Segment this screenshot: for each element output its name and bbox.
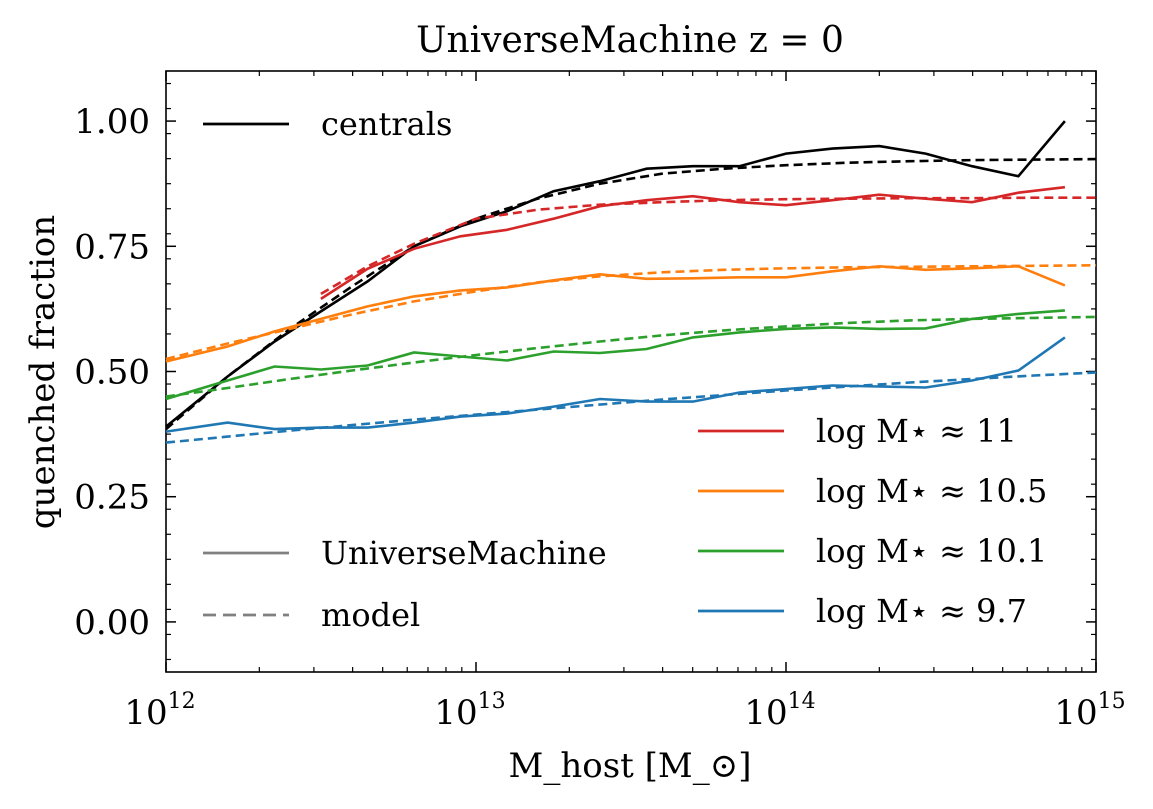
legend-label: log M⋆ ≈ 10.1 (816, 532, 1047, 570)
legend-label: log M⋆ ≈ 10.5 (816, 472, 1047, 510)
series-log-m-11-universemachine (320, 185, 1066, 300)
legend-item-mass-3: log M⋆ ≈ 9.7 (698, 592, 1027, 630)
series-log-m-11-model (320, 196, 1096, 296)
legend-line-style: UniverseMachine model (203, 534, 607, 634)
legend-item-centrals: centrals (203, 105, 452, 143)
series-log-m-9-7-model (165, 371, 1097, 444)
x-tick-label: 1014 (744, 689, 815, 733)
legend-label: log M⋆ ≈ 11 (816, 412, 1017, 450)
legend-label: centrals (321, 105, 452, 143)
y-tick-label: 0.00 (74, 603, 150, 643)
y-tick-label: 0.50 (74, 353, 150, 393)
legend-centrals: centrals (203, 105, 452, 143)
y-axis: 0.00 0.25 0.50 0.75 1.00 (74, 82, 1096, 661)
legend-label: model (321, 596, 420, 634)
series-layer (165, 120, 1097, 444)
y-tick-label: 0.75 (74, 227, 150, 267)
legend-item-mass-1: log M⋆ ≈ 10.5 (698, 472, 1047, 510)
legend-label: UniverseMachine (321, 534, 607, 572)
series-log-m-10-5-universemachine (165, 264, 1066, 363)
x-axis-label: M_host [M_⊙] (509, 746, 752, 786)
chart-title: UniverseMachine z = 0 (416, 20, 844, 61)
x-tick-label: 1012 (124, 689, 195, 733)
legend-label: log M⋆ ≈ 9.7 (816, 592, 1027, 630)
y-axis-label: quenched fraction (23, 215, 63, 529)
chart-title-text: UniverseMachine z = 0 (416, 20, 844, 61)
legend-item-mass-0: log M⋆ ≈ 11 (698, 412, 1017, 450)
x-tick-label: 1015 (1054, 689, 1125, 733)
legend-item-universemachine: UniverseMachine (203, 534, 607, 572)
series-log-m-9-7-universemachine (165, 336, 1066, 433)
series-log-m-10-5-model (165, 264, 1097, 361)
legend-item-model: model (203, 596, 420, 634)
y-tick-label: 0.25 (74, 478, 150, 518)
y-tick-label: 1.00 (74, 102, 150, 142)
series-centrals-model (165, 157, 1097, 431)
legend-stellar-mass: log M⋆ ≈ 11 log M⋆ ≈ 10.5 log M⋆ ≈ 10.1 log… (698, 412, 1047, 630)
x-axis: 1012 1013 1014 1015 (124, 71, 1126, 733)
legend-item-mass-2: log M⋆ ≈ 10.1 (698, 532, 1047, 570)
series-log-m-10-1-universemachine (165, 309, 1065, 401)
x-tick-label: 1013 (434, 689, 505, 733)
series-centrals-universemachine (165, 120, 1066, 428)
series-log-m-10-1-model (165, 315, 1097, 398)
